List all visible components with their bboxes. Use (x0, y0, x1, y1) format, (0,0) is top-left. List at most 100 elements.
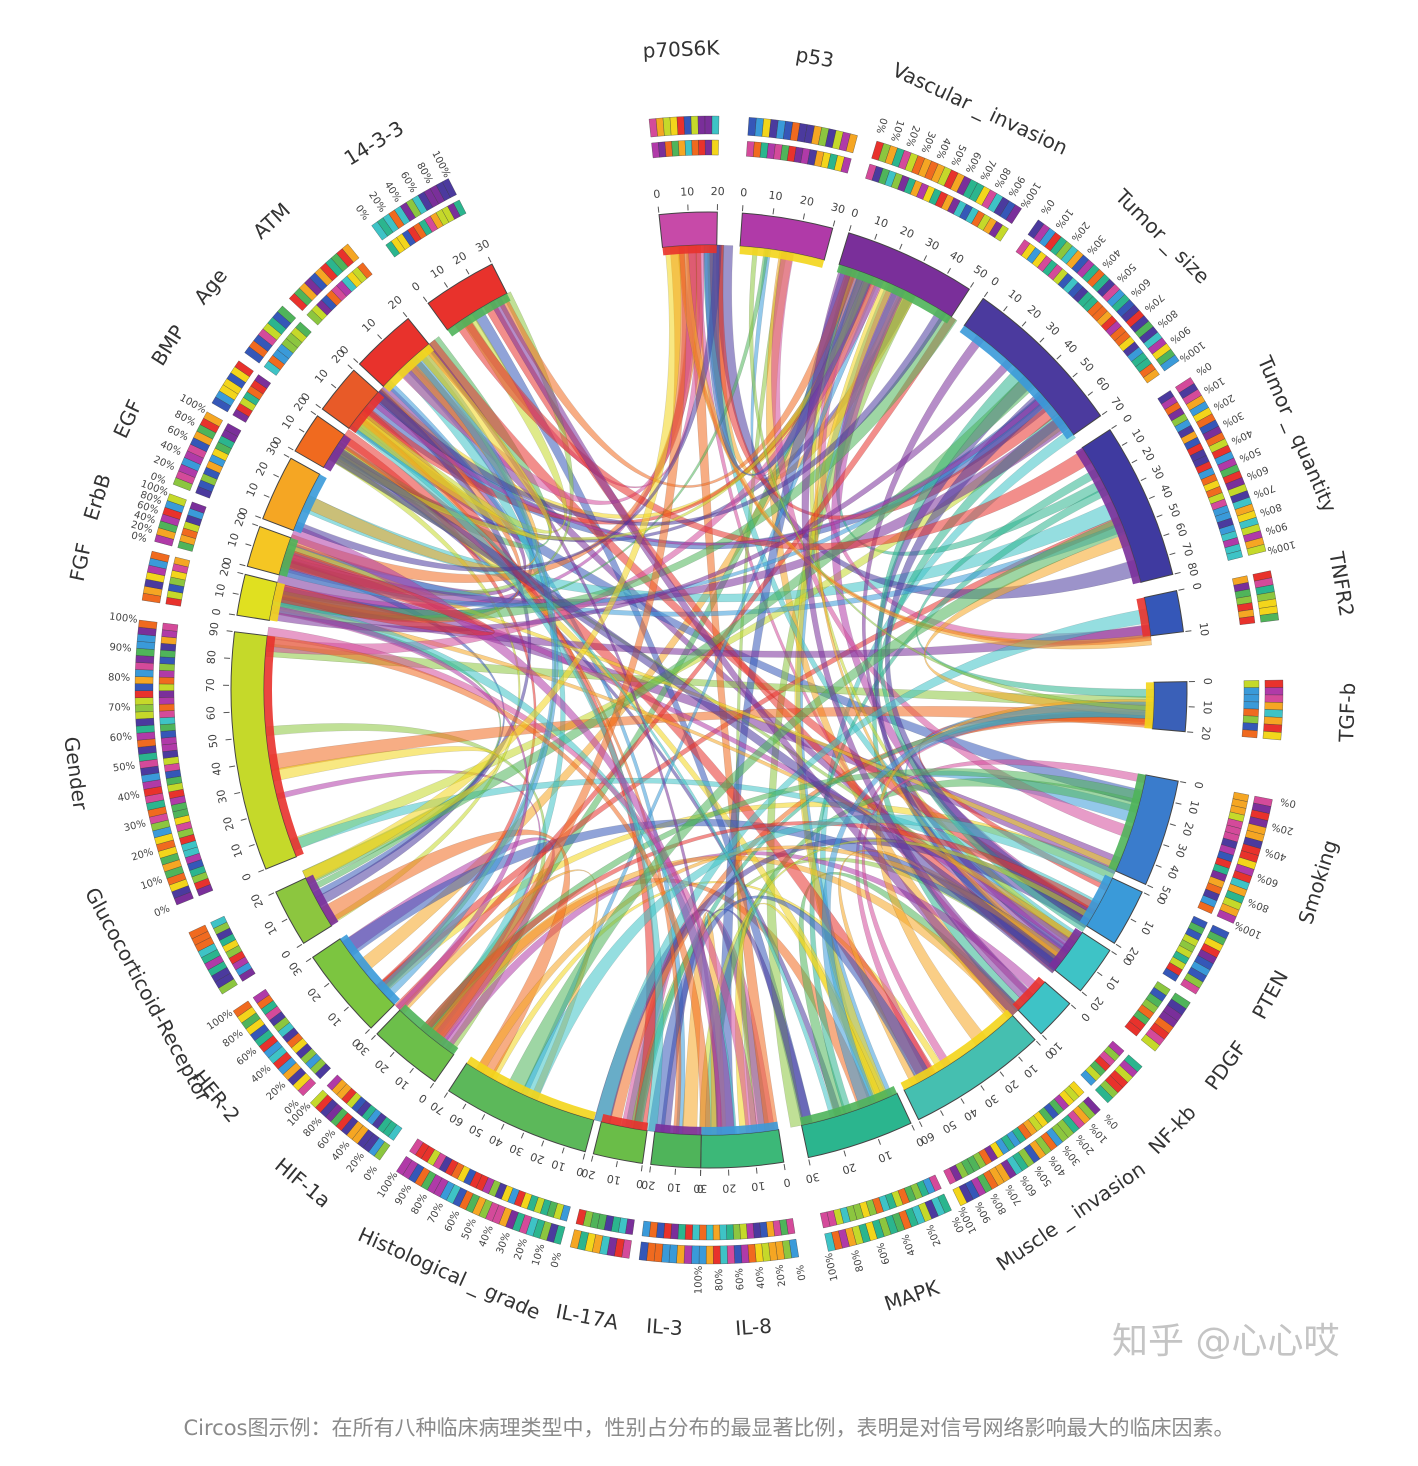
axis-tick-label: 30 (982, 1092, 1001, 1111)
percent-tick-label: 40% (249, 1063, 273, 1086)
axis-tick-label: 10 (428, 263, 447, 282)
percent-tick-label: 50% (1237, 445, 1262, 464)
heatmap-outer-cell (713, 1245, 721, 1265)
heatmap-inner-cell (162, 622, 179, 632)
percent-tick-label: 90% (1168, 323, 1192, 345)
axis-tick-label: 0 (1153, 895, 1168, 907)
heatmap-outer-cell (1264, 679, 1284, 688)
heatmap-outer-cell (1095, 1084, 1114, 1104)
percent-tick-label: 30% (918, 130, 936, 155)
percent-tick-label: 20% (130, 847, 154, 864)
heatmap-inner-cell (189, 501, 207, 514)
axis-tick-label: 10 (279, 413, 297, 432)
heatmap-outer-cell (310, 1089, 328, 1108)
axis-tick (465, 268, 470, 275)
heatmap-outer-cell (134, 697, 154, 706)
axis-tick-label: 50 (1156, 884, 1174, 902)
heatmap-outer-cell (1140, 1034, 1160, 1052)
axis-tick (1187, 731, 1194, 733)
figure-caption: Circos图示例：在所有八种临床病理类型中，性别占分布的最显著比例，表明是对信… (183, 1416, 1235, 1440)
percent-tick-label: 40% (1264, 846, 1288, 863)
axis-tick (1156, 514, 1163, 518)
percent-tick-label: 80% (850, 1249, 866, 1273)
axis-tick-label: 0 (239, 871, 254, 882)
segment-label: PTEN (1247, 966, 1293, 1023)
axis-tick-label: 20 (450, 249, 469, 267)
heatmap-inner-cell (158, 676, 175, 685)
heatmap-outer-cell (135, 669, 154, 678)
segment-inner-strip (269, 582, 285, 622)
heatmap-outer-cell (396, 1156, 413, 1176)
heatmap-outer-cell (638, 1241, 649, 1261)
axis-tick (500, 1123, 505, 1130)
heatmap-outer-cell (676, 116, 685, 136)
axis-tick-label: 0 (1120, 412, 1135, 425)
heatmap-outer-cell (1264, 701, 1284, 711)
axis-tick-label: 20 (1199, 726, 1213, 741)
segment-label: Vascular _ invasion (889, 57, 1072, 159)
percent-tick-label: 40% (900, 1233, 918, 1258)
heatmap-outer-cell (683, 116, 692, 135)
axis-tick-label: 10 (1129, 427, 1147, 446)
heatmap-inner-cell (409, 1138, 424, 1156)
heatmap-inner-cell (1241, 729, 1258, 739)
axis-tick-label: 10 (225, 531, 242, 548)
axis-tick (443, 1092, 448, 1098)
heatmap-outer-cell (1246, 544, 1267, 556)
axis-tick (364, 1029, 370, 1035)
heatmap-inner-cell (820, 1211, 831, 1229)
axis-tick-label: 20 (711, 185, 725, 198)
axis-tick (1056, 354, 1062, 360)
heatmap-outer-cell (134, 683, 154, 691)
axis-tick (234, 792, 241, 795)
segment-inner-strip (1108, 773, 1146, 871)
axis-tick-label: 20 (1180, 821, 1196, 838)
heatmap-inner-cell (712, 1224, 721, 1241)
segment-label: PDGF (1200, 1036, 1251, 1094)
heatmap-outer-cell (234, 360, 254, 378)
segment-inner-strip (399, 1004, 459, 1055)
segment-inner-strip (323, 434, 352, 472)
segment-p70s6k: 0 10 20 (653, 185, 725, 256)
axis-tick (1180, 781, 1187, 784)
heatmap-inner-cell (746, 141, 755, 157)
segment-inner-strip (293, 474, 327, 534)
heatmap-outer-cell (232, 1000, 253, 1018)
heatmap-inner-cell (173, 556, 191, 568)
axis-tick-label: 10 (244, 481, 262, 499)
heatmap-inner-cell (641, 1220, 651, 1237)
axis-tick-label: 50 (940, 1118, 959, 1136)
percent-tick-label: 30% (123, 818, 147, 834)
axis-tick (1087, 391, 1094, 396)
segment-inner-strip (1075, 447, 1141, 585)
heatmap-outer-cell (1264, 709, 1283, 718)
segment-label: TNFR2 (1324, 549, 1359, 618)
heatmap-outer-cell (697, 115, 706, 135)
percent-tick-label: 60% (1255, 871, 1280, 889)
axis-tick (1072, 372, 1078, 378)
axis-tick-label: 20 (221, 815, 237, 832)
heatmap-outer-cell (135, 655, 155, 664)
percent-tick-label: 10% (530, 1243, 547, 1267)
heatmap-outer-cell (150, 550, 170, 563)
heatmap-outer-cell (134, 690, 154, 698)
percent-tick-label: 20% (265, 1080, 289, 1103)
axis-tick (402, 311, 408, 318)
axis-tick (422, 296, 428, 302)
segment-il-17a: 0 10 20 (580, 1114, 649, 1191)
heatmap-inner-cell (726, 1224, 734, 1240)
axis-tick-label: 0 (783, 1175, 792, 1189)
axis-tick-label: 0 (279, 948, 294, 961)
heatmap-inner-cell (160, 730, 177, 739)
ribbon-layer (265, 244, 1155, 1136)
percent-tick-label: 40% (117, 790, 141, 805)
axis-tick (1115, 943, 1122, 948)
heatmap-outer-cell (569, 1229, 582, 1249)
axis-tick-label: 50 (467, 1122, 485, 1140)
axis-tick (1018, 1056, 1023, 1062)
axis-tick-label: 10 (1200, 700, 1213, 714)
segment-inner-strip (348, 392, 385, 434)
heatmap-inner-cell (671, 140, 680, 157)
